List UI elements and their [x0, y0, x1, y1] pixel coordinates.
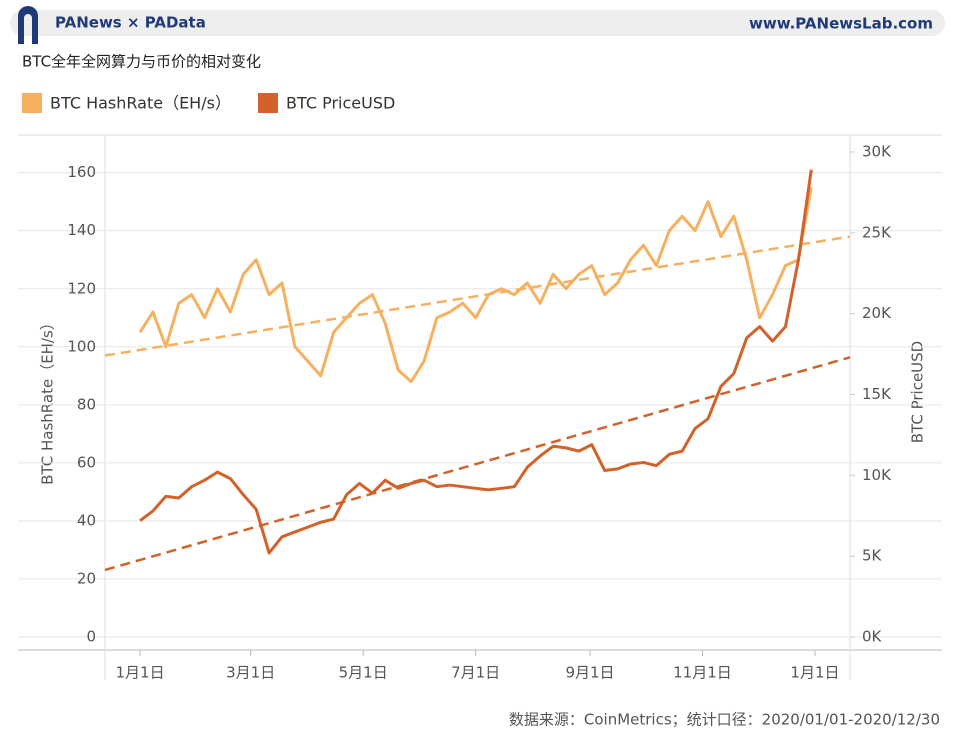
y2-tick-label: 0K: [862, 628, 883, 646]
chart-title: BTC全年全网算力与币价的相对变化: [22, 53, 261, 71]
site: www.PANewsLab.com: [749, 15, 933, 33]
x-tick-label: 7月1日: [451, 664, 500, 682]
series-line: [139, 169, 813, 555]
y2-tick-label: 25K: [862, 223, 892, 241]
x-tick-label: 1月1日: [790, 664, 839, 682]
y2-tick-label: 15K: [862, 385, 892, 403]
brand: PANews × PAData: [55, 14, 206, 32]
x-tick-label: 9月1日: [565, 664, 614, 682]
y-tick-label: 60: [77, 453, 96, 471]
series-line: [138, 186, 813, 384]
legend-label: BTC PriceUSD: [286, 94, 395, 113]
y2-tick-label: 30K: [862, 142, 892, 160]
y2-axis-title: BTC PriceUSD: [909, 341, 927, 443]
y-tick-label: 0: [86, 627, 96, 645]
y-tick-label: 100: [67, 337, 96, 355]
x-tick-label: 5月1日: [339, 664, 388, 682]
logo: [18, 6, 38, 44]
y2-tick-label: 5K: [862, 547, 883, 565]
y-tick-label: 40: [77, 511, 96, 529]
y-tick-label: 140: [67, 221, 96, 239]
legend-swatch: [22, 93, 42, 113]
y-tick-label: 80: [77, 395, 96, 413]
x-tick-label: 1月1日: [115, 664, 164, 682]
x-tick-label: 3月1日: [226, 664, 275, 682]
header-bar: [10, 10, 945, 36]
legend-swatch: [258, 93, 278, 113]
y-tick-label: 160: [67, 163, 96, 181]
y-axis-title: BTC HashRate（EH/s）: [39, 315, 57, 485]
x-tick-label: 11月1日: [673, 664, 732, 682]
trend-line: [104, 356, 851, 572]
y-tick-label: 20: [77, 569, 96, 587]
y-tick-label: 120: [67, 279, 96, 297]
source: 数据来源：CoinMetrics；统计口径：2020/01/01-2020/12…: [509, 711, 940, 729]
legend-label: BTC HashRate（EH/s）: [50, 94, 231, 113]
y2-tick-label: 10K: [862, 466, 892, 484]
trend-line: [104, 235, 851, 357]
y2-tick-label: 20K: [862, 304, 892, 322]
